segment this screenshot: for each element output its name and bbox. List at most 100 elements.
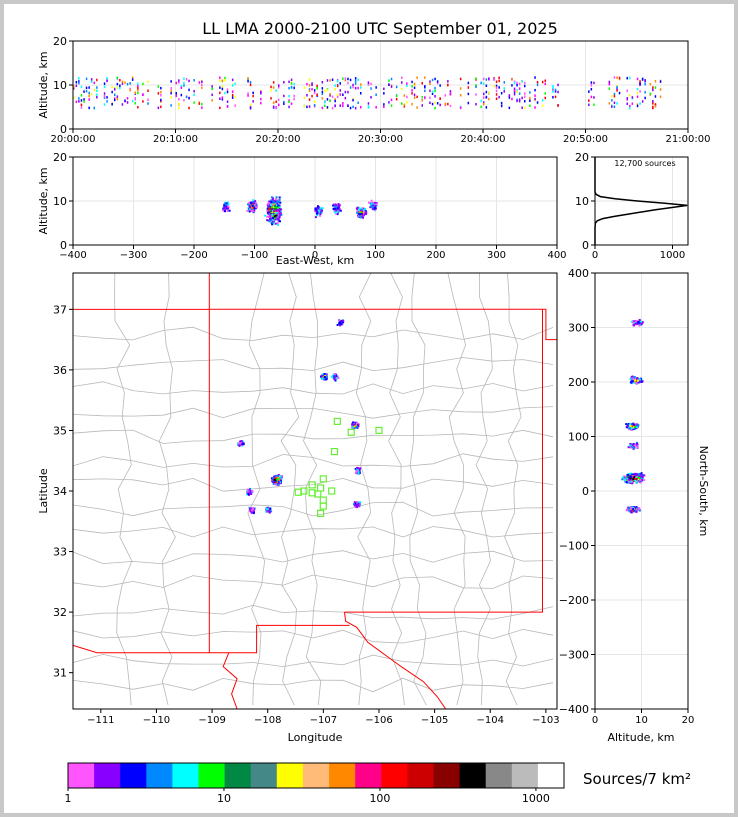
time-height-source-point [114,97,116,100]
time-height-source-point [434,89,436,93]
time-height-source-point [93,88,95,92]
plan-view-source-point [337,376,340,379]
east-west-source-point [278,204,281,207]
north-south-source-point [629,443,632,445]
time-height-source-point [406,82,408,85]
time-height-source-point [247,92,249,95]
north-south-source-point [633,376,636,379]
east-west-source-point [314,208,317,211]
plan-view-source-point [359,501,361,504]
time-height-source-point [431,90,434,93]
county-line [73,550,554,565]
east-west-source-point [279,201,282,204]
east-west-source-point [338,209,341,212]
time-height-source-point [411,89,413,92]
time-height-source-point [73,96,75,100]
east-west-source-point [374,201,377,204]
time-height-source-point [536,101,539,104]
time-height-source-point [85,77,88,81]
north-south-source-point [635,473,638,476]
county-line [355,273,372,706]
time-height-source-point [616,87,618,90]
east-west-tick-label: −300 [120,250,147,261]
time-height-source-point [339,89,341,92]
north-south-source-point [638,318,641,321]
time-height-source-point [444,102,447,106]
state-boundary [222,652,238,709]
plan-view-source-point [355,471,357,474]
time-height-source-point [644,91,646,94]
time-height-source-point [247,77,249,80]
time-height-source-point [321,92,324,96]
time-height-source-point [439,97,441,100]
time-height-source-point [288,99,290,102]
time-height-source-point [529,96,531,100]
time-height-source-point [106,79,108,83]
east-west-source-point [223,203,226,206]
plan-view-source-point [268,511,271,514]
east-west-tick-label: 200 [426,250,445,261]
time-height-source-point [467,92,470,96]
time-height-source-point [129,82,131,85]
east-west-source-point [267,201,270,204]
time-height-source-point [593,81,595,85]
county-line [73,677,554,693]
lma-station-marker [319,496,327,504]
time-height-source-point [554,95,557,99]
time-height-source-point [288,94,290,98]
north-south-source-point [634,472,637,475]
time-height-source-point [78,80,80,83]
east-west-source-point [255,202,258,205]
time-height-source-point [231,96,234,99]
time-height-source-point [436,80,439,83]
plan-view-source-point [275,476,278,479]
plan-view-source-point [333,376,336,379]
east-west-source-point [266,219,269,222]
north-south-ylabel: North-South, km [697,446,710,537]
time-height-source-point [516,83,518,87]
time-height-source-point [303,86,306,90]
north-south-source-point [637,474,640,477]
plan-view-source-point [280,478,283,481]
time-height-source-point [421,82,423,85]
north-south-source-point [628,478,631,481]
north-south-source-point [639,322,641,325]
north-south-source-point [641,474,644,477]
time-height-source-point [495,84,498,88]
east-west-source-point [321,209,323,212]
time-height-source-point [654,103,657,106]
plan-view-source-point [276,476,279,479]
east-west-source-point [369,206,372,209]
time-height-source-point [493,84,495,88]
state-boundary [209,308,557,341]
time-height-source-point [308,98,311,101]
time-height-source-point [629,76,631,80]
time-height-source-point [498,86,500,89]
north-south-source-point [635,508,638,511]
east-west-source-point [315,212,318,215]
time-height-source-point [88,98,90,101]
east-west-source-point [332,207,335,210]
east-west-tick-label: 400 [547,250,566,261]
time-height-grid [72,40,689,130]
time-height-source-point [495,80,498,83]
north-south-tick-label: 200 [568,376,589,389]
time-height-source-point [175,94,177,98]
plan-view-source-point [272,482,275,485]
plan-view-source-point [274,477,277,480]
time-height-source-point [449,104,452,108]
east-west-source-point [372,205,375,208]
time-height-source-point [247,94,249,97]
time-height-source-point [278,103,280,107]
north-south-source-point [631,509,634,512]
longitude-tick-label: −105 [421,715,448,726]
time-height-source-point [390,98,393,102]
east-west-source-point [279,210,282,213]
time-height-source-point [354,82,357,85]
east-west-source-point [280,208,283,211]
time-height-source-point [116,95,119,98]
time-height-source-point [219,76,221,79]
east-west-panel: −400 −300 −200 −100 0 100 200 300 400 0 10 20 East… [37,151,567,267]
time-height-source-point [88,106,90,110]
east-west-source-point [271,201,274,204]
